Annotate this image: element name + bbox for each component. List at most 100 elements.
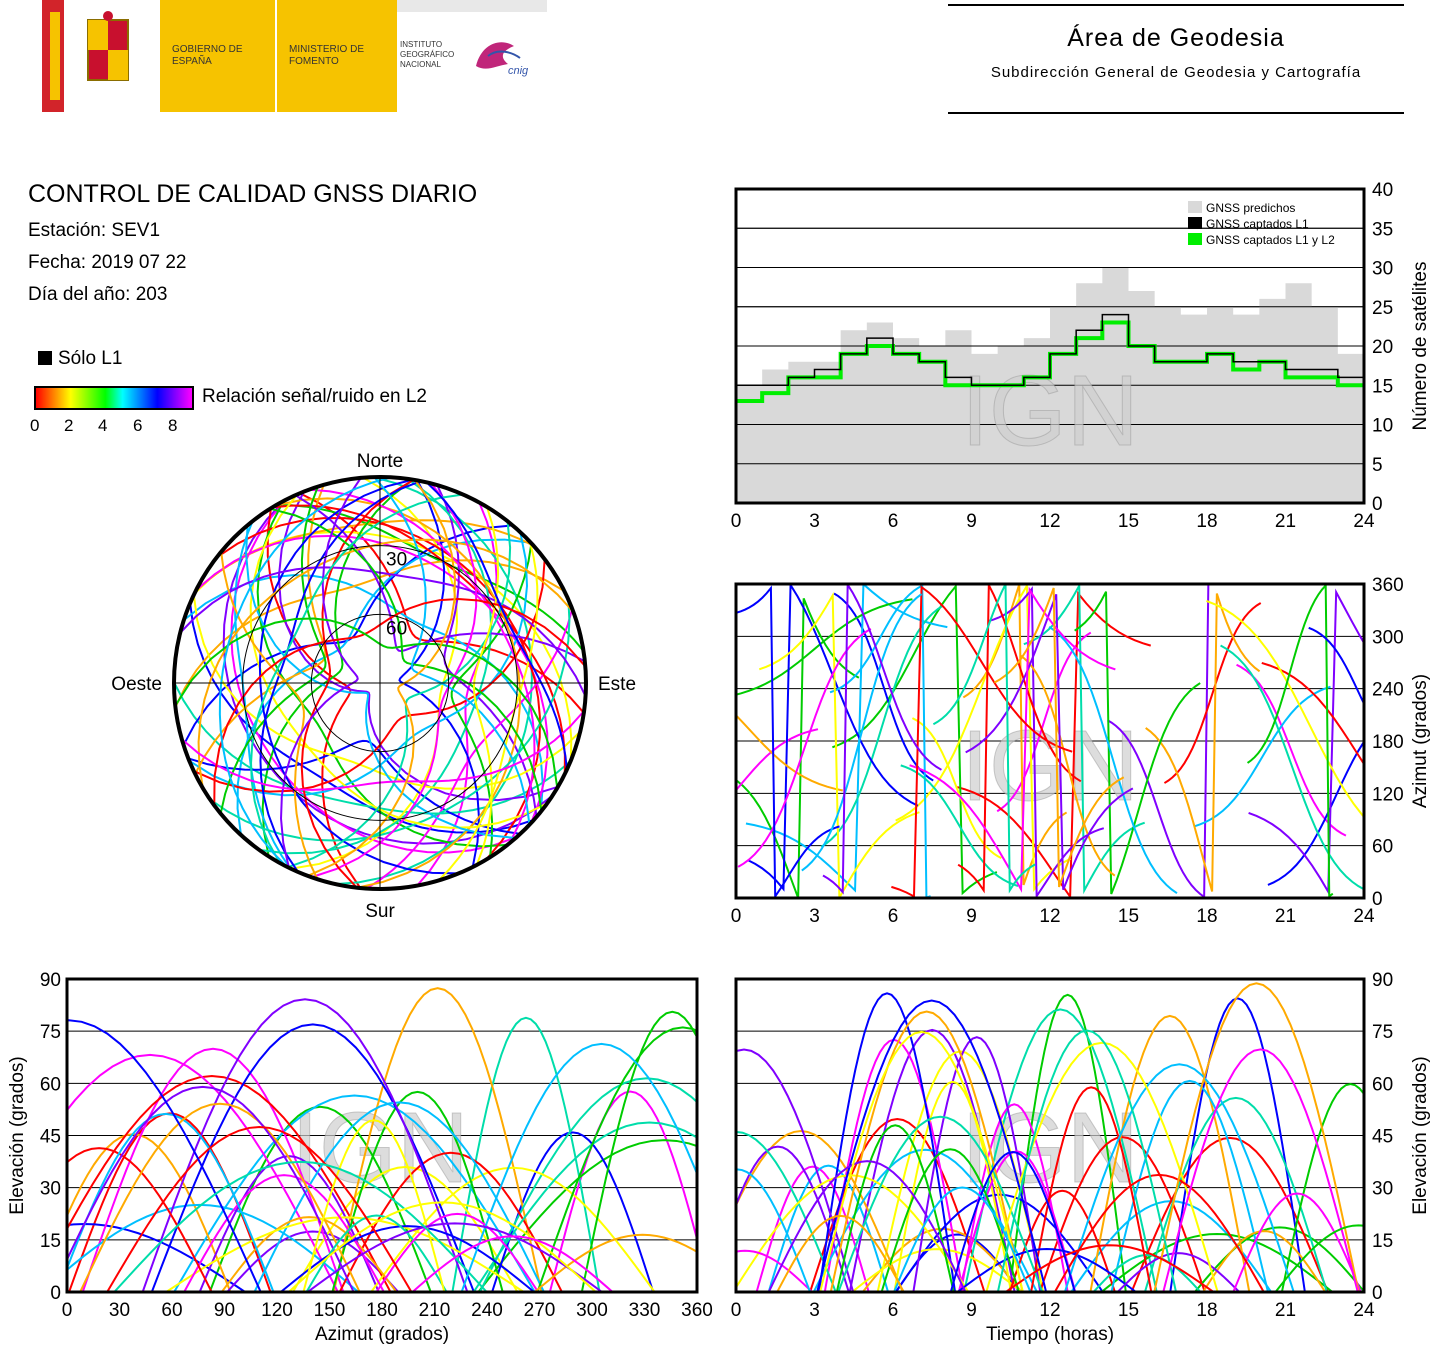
x-tick-label: 21 [1275,1300,1296,1321]
elevation-track [956,1248,1137,1292]
legend-l1-swatch [38,351,52,365]
legend-l1-label: Sólo L1 [58,348,123,369]
x-tick-label: 24 [1353,1300,1375,1321]
sky-track [213,597,586,806]
legend-label: GNSS predichos [1206,201,1295,215]
elevation-track [451,1016,601,1292]
elevation-track [226,1230,400,1292]
elevation-track [1100,1232,1334,1292]
elevation-track [1110,1079,1269,1292]
y-tick-label: 180 [1372,732,1404,753]
skyplot-polar-chart: 30 60 Norte Sur Oeste Este [111,451,636,922]
sky-track [245,525,516,839]
elevation-track [912,1036,1042,1292]
x-tick-label: 0 [731,906,742,927]
x-tick-label: 18 [1196,511,1217,532]
ring-label: 60 [386,618,407,639]
sky-track [183,574,544,812]
x-tick-label: 6 [888,511,899,532]
sky-track [335,477,533,886]
south-label: Sur [365,901,395,922]
x-tick-label: 12 [1039,511,1060,532]
elevation-track [957,1150,1077,1292]
elevation-track [837,1115,1044,1292]
elevation-track [1038,1136,1206,1292]
plot-frame [734,187,1366,505]
azimuth-track [911,717,1002,859]
gobierno-label: GOBIERNO DE ESPAÑA [172,44,243,67]
azimuth-track [736,598,860,898]
x-tick-label: 24 [1353,906,1375,927]
x-tick-label: 6 [888,906,899,927]
snr-colorbar [34,386,194,410]
sky-track [307,479,456,877]
elevation-track [1274,1224,1364,1292]
azimuth-track [1267,739,1364,886]
azimuth-track [1145,593,1261,892]
elevation-track [306,1222,603,1292]
x-tick-label: 12 [1039,906,1060,927]
azimuth-track [801,593,923,872]
elevation-track [816,999,1048,1292]
ministerio-block: MINISTERIO DE FOMENTO [277,0,397,112]
y-tick-label: 20 [1372,337,1393,358]
x-tick-label: 240 [471,1300,503,1321]
elevation-track [150,1023,475,1292]
series-line [736,313,1364,386]
y-tick-label: 45 [40,1127,61,1148]
sky-track [174,617,559,789]
azimuth-track [736,728,819,792]
sky-track [182,524,513,746]
y-tick-label: 30 [40,1179,61,1200]
sky-track [250,493,464,864]
east-label: Este [598,674,636,695]
legend-swatch [1188,201,1202,213]
azimuth-track [1246,584,1334,898]
x-tick-label: 3 [809,906,820,927]
elevation-track [79,1102,361,1292]
spain-flag-yellow [50,12,60,100]
ring-label: 30 [386,550,407,571]
tracks-group [736,584,1364,898]
elevation-track [893,1186,1032,1292]
x-tick-label: 300 [576,1300,608,1321]
y-axis-label: Azimut (grados) [1410,674,1431,808]
area-header-box [948,4,1404,114]
sky-track [220,551,319,880]
sky-track [425,481,568,770]
azimuth-track [822,584,942,895]
sky-track [365,608,574,889]
y-tick-label: 360 [1372,575,1404,596]
sky-track [373,477,531,825]
sky-track [222,499,554,845]
legend-swatch [1188,233,1202,245]
azimuth-track [965,593,1134,891]
sky-track [259,478,493,855]
page-title: CONTROL DE CALIDAD GNSS DIARIO [28,180,478,208]
x-tick-label: 30 [109,1300,130,1321]
colorbar-tick: 6 [133,416,143,435]
y-tick-label: 300 [1372,627,1404,648]
ign-watermark: IGN [961,710,1139,822]
azimuth-track [1261,661,1364,766]
y-tick-label: 15 [1372,376,1393,397]
azimuth-track [1074,591,1201,895]
elevation-track [893,1080,1013,1292]
elevation-track [280,1225,535,1292]
x-tick-label: 3 [809,511,820,532]
elevation-track [767,1160,967,1292]
legend-l1-only: Sólo L1 [38,348,122,370]
elevation-track [1169,997,1306,1292]
x-tick-label: 12 [1039,1300,1060,1321]
coat-of-arms-icon [87,11,129,81]
elevation-track [534,1233,697,1292]
elevation-track [411,1235,614,1292]
elevation-track [1063,1063,1295,1292]
tracks-group [67,987,697,1292]
azimuth-track [745,584,948,893]
x-tick-label: 120 [261,1300,293,1321]
azimuth-track [900,764,1019,887]
sky-track [209,599,571,842]
area-title: Área de Geodesia [1067,24,1285,52]
elevation-track [477,1139,697,1292]
